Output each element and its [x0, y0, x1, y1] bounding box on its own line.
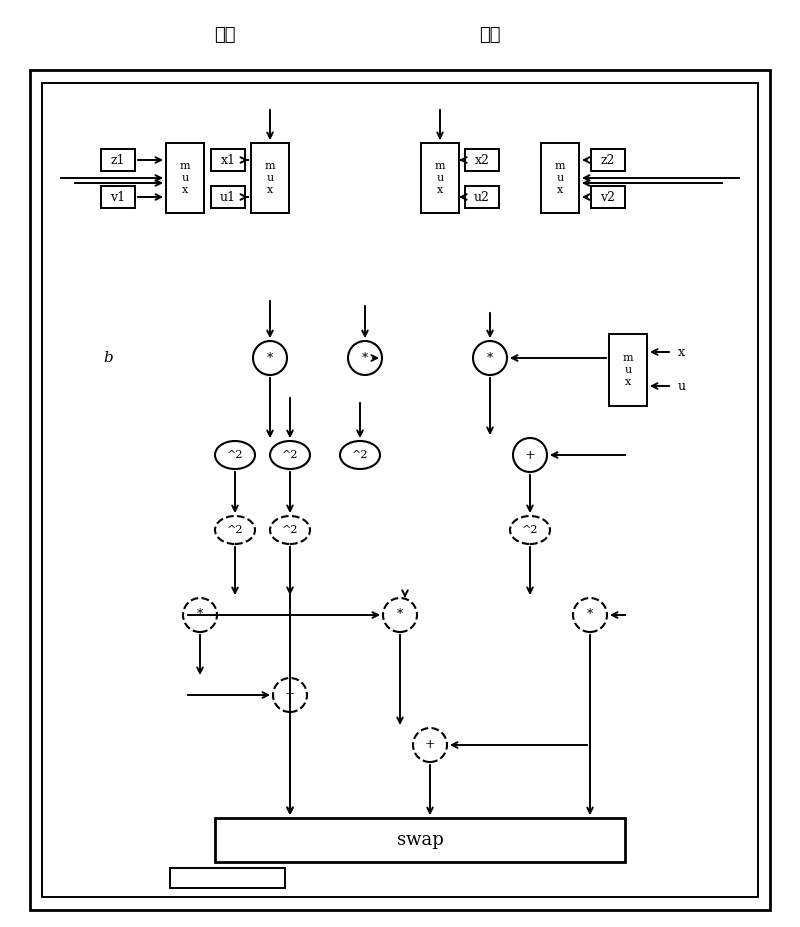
Text: v2: v2 — [601, 191, 615, 204]
Text: ^2: ^2 — [226, 525, 243, 535]
Bar — [211, 149, 245, 171]
Text: m
u
x: m u x — [265, 160, 275, 196]
Text: u1: u1 — [220, 191, 236, 204]
Text: ^2: ^2 — [282, 525, 298, 535]
Circle shape — [253, 341, 287, 375]
Circle shape — [413, 728, 447, 762]
Text: *: * — [197, 608, 203, 621]
Text: ^2: ^2 — [522, 525, 538, 535]
Ellipse shape — [270, 441, 310, 469]
Circle shape — [383, 598, 417, 632]
Text: +: + — [425, 739, 435, 752]
Text: u2: u2 — [474, 191, 490, 204]
Text: z1: z1 — [110, 154, 126, 167]
Text: +: + — [285, 689, 295, 702]
Text: m
u
x: m u x — [622, 352, 634, 387]
Circle shape — [573, 598, 607, 632]
Ellipse shape — [215, 441, 255, 469]
Bar — [42, 83, 758, 897]
Ellipse shape — [510, 516, 550, 544]
Text: m
u
x: m u x — [554, 160, 566, 196]
Text: swap: swap — [397, 831, 443, 849]
Bar — [101, 149, 135, 171]
Circle shape — [348, 341, 382, 375]
Ellipse shape — [215, 516, 255, 544]
Bar — [421, 143, 459, 213]
Text: x1: x1 — [221, 154, 235, 167]
Bar — [166, 143, 204, 213]
Text: z2: z2 — [601, 154, 615, 167]
Bar — [591, 186, 625, 208]
Bar — [251, 143, 289, 213]
Ellipse shape — [270, 516, 310, 544]
Circle shape — [473, 341, 507, 375]
Bar — [541, 143, 579, 213]
Text: +: + — [525, 449, 535, 462]
Circle shape — [513, 438, 547, 472]
Text: *: * — [267, 351, 273, 364]
Text: x2: x2 — [474, 154, 490, 167]
Text: u: u — [678, 379, 686, 392]
Text: ^2: ^2 — [352, 450, 368, 460]
Bar — [215, 818, 625, 862]
Text: v1: v1 — [110, 191, 126, 204]
Text: m
u
x: m u x — [434, 160, 446, 196]
Bar — [591, 149, 625, 171]
Text: ^2: ^2 — [226, 450, 243, 460]
Circle shape — [183, 598, 217, 632]
Text: m
u
x: m u x — [180, 160, 190, 196]
Text: *: * — [487, 351, 493, 364]
Text: ^2: ^2 — [282, 450, 298, 460]
Text: 点倍: 点倍 — [214, 26, 236, 44]
Bar — [170, 868, 285, 888]
Bar — [465, 149, 499, 171]
Text: 点加: 点加 — [479, 26, 501, 44]
Text: b: b — [103, 351, 113, 365]
Bar — [211, 186, 245, 208]
Text: *: * — [397, 608, 403, 621]
Text: *: * — [587, 608, 593, 621]
Bar — [609, 334, 647, 406]
Ellipse shape — [340, 441, 380, 469]
Bar — [101, 186, 135, 208]
Bar — [465, 186, 499, 208]
Text: x: x — [678, 346, 685, 359]
Text: *: * — [362, 351, 368, 364]
Circle shape — [273, 678, 307, 712]
